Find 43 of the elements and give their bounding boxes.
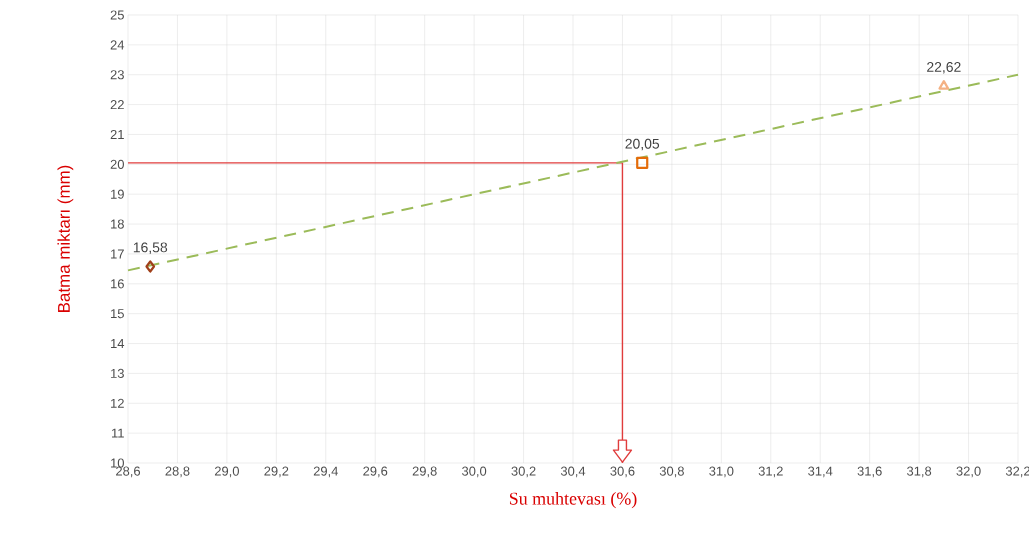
x-tick-label: 32,0 [956,466,981,478]
x-tick-label: 30,4 [560,466,586,478]
x-axis-title: Su muhtevası (%) [509,492,637,509]
point [938,79,950,90]
y-tick-label: 20 [110,159,124,169]
x-tick-label: 30,0 [462,466,487,478]
data-label: 22,62 [927,62,961,74]
x-tick-label: 29,6 [363,466,388,478]
x-tick-label: 28,8 [165,466,190,478]
y-tick-label: 24 [110,40,125,50]
x-tick-label: 28,6 [116,466,141,478]
x-tick-label: 29,2 [264,466,289,478]
point [636,156,649,169]
data-label: 16,58 [133,242,168,254]
x-tick-label: 30,6 [610,466,635,478]
y-tick-label: 14 [111,339,125,348]
x-tick-label: 30,2 [511,466,536,478]
y-tick-label: 17 [111,249,124,259]
y-tick-label: 18 [111,219,124,229]
y-tick-label: 21 [110,129,124,139]
point [145,260,156,273]
x-tick-label: 29,8 [412,466,437,478]
y-tick-label: 19 [111,189,124,199]
x-tick-label: 29,4 [313,466,339,478]
data-label: 20,05 [625,138,660,151]
y-tick-label: 10 [111,458,124,468]
x-tick-label: 30,8 [659,466,684,478]
y-tick-label: 23 [110,70,124,80]
x-tick-label: 32,2 [1005,466,1029,478]
x-tick-label: 31,8 [907,466,932,478]
y-tick-label: 22 [110,100,124,110]
y-tick-label: 16 [111,279,124,289]
x-tick-label: 31,0 [709,466,734,478]
x-tick-label: 31,2 [758,466,783,478]
x-tick-label: 31,4 [808,466,833,478]
x-tick-label: 29,0 [214,466,239,478]
y-tick-label: 12 [111,398,124,408]
y-axis-title: Batma miktarı (mm) [57,165,74,312]
x-tick-label: 31,6 [857,466,882,478]
y-tick-label: 11 [112,428,124,438]
y-tick-label: 13 [111,368,124,378]
y-tick-label: 15 [111,309,124,319]
y-tick-label: 25 [110,10,124,20]
